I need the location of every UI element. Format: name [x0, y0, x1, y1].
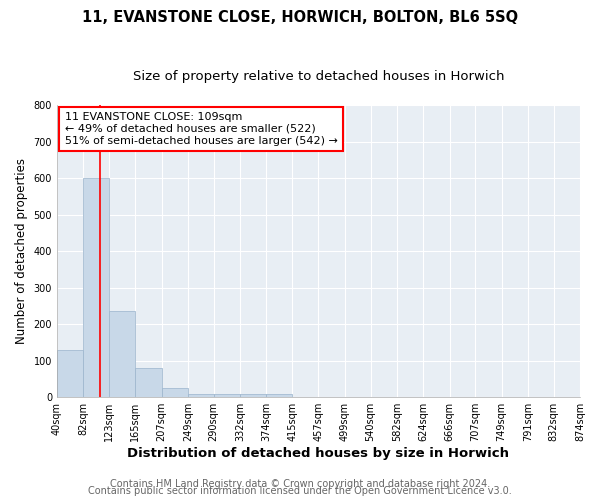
Bar — [188, 394, 214, 397]
Y-axis label: Number of detached properties: Number of detached properties — [15, 158, 28, 344]
Text: 11 EVANSTONE CLOSE: 109sqm
← 49% of detached houses are smaller (522)
51% of sem: 11 EVANSTONE CLOSE: 109sqm ← 49% of deta… — [65, 112, 338, 146]
Bar — [136, 368, 161, 397]
Bar — [240, 394, 266, 397]
Bar — [161, 388, 188, 397]
X-axis label: Distribution of detached houses by size in Horwich: Distribution of detached houses by size … — [127, 447, 509, 460]
Text: Contains HM Land Registry data © Crown copyright and database right 2024.: Contains HM Land Registry data © Crown c… — [110, 479, 490, 489]
Bar — [83, 178, 109, 397]
Title: Size of property relative to detached houses in Horwich: Size of property relative to detached ho… — [133, 70, 504, 83]
Text: 11, EVANSTONE CLOSE, HORWICH, BOLTON, BL6 5SQ: 11, EVANSTONE CLOSE, HORWICH, BOLTON, BL… — [82, 10, 518, 25]
Bar — [214, 394, 240, 397]
Bar — [109, 312, 136, 397]
Text: Contains public sector information licensed under the Open Government Licence v3: Contains public sector information licen… — [88, 486, 512, 496]
Bar — [266, 394, 292, 397]
Bar — [57, 350, 83, 397]
